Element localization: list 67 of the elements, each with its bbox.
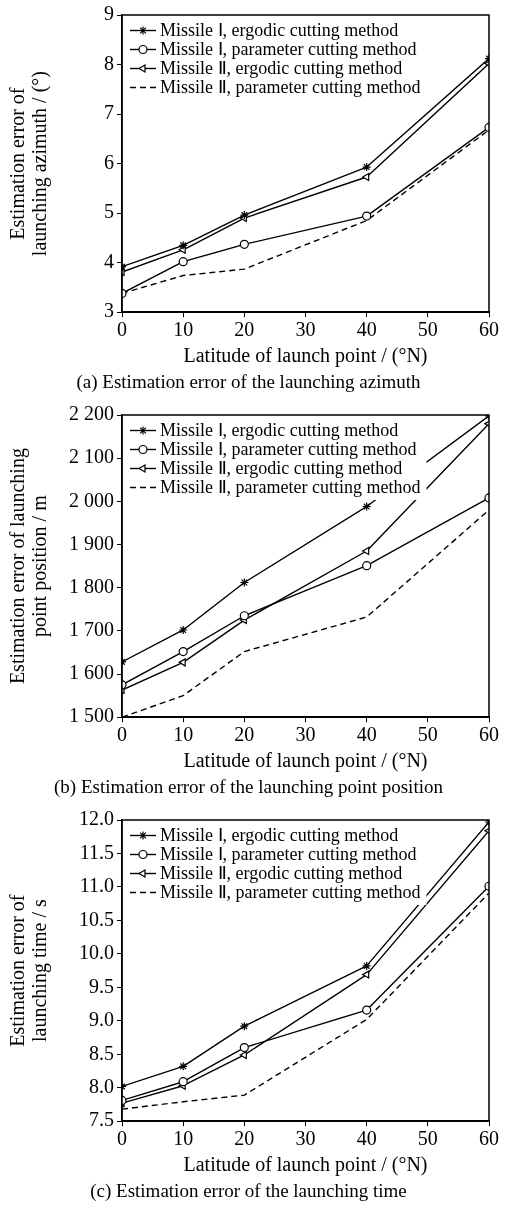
y-axis-title: Estimation error of launching time / s xyxy=(6,894,52,1047)
legend-label: Missile Ⅱ, ergodic cutting method xyxy=(160,458,403,479)
x-tick-label: 40 xyxy=(356,1127,377,1150)
legend-label: Missile Ⅰ, parameter cutting method xyxy=(160,439,417,460)
y-tick-label: 9.0 xyxy=(89,1008,114,1031)
x-tick-label: 0 xyxy=(117,723,127,746)
y-tick-label: 11.5 xyxy=(79,840,114,863)
x-tick-label: 60 xyxy=(479,1127,499,1150)
x-axis-title: Latitude of launch point / (°N) xyxy=(183,1153,428,1177)
y-tick-label: 1 900 xyxy=(69,531,114,554)
x-tick-label: 50 xyxy=(417,1127,438,1150)
x-tick-label: 30 xyxy=(295,1127,316,1150)
x-tick-label: 20 xyxy=(234,1127,255,1150)
x-tick-label: 60 xyxy=(479,318,499,341)
legend-label: Missile Ⅱ, parameter cutting method xyxy=(160,477,421,498)
legend-label: Missile Ⅱ, ergodic cutting method xyxy=(160,863,403,884)
x-tick-label: 60 xyxy=(479,723,499,746)
y-tick-label: 11.0 xyxy=(79,874,114,897)
x-tick-label: 30 xyxy=(295,723,316,746)
y-tick-label: 2 200 xyxy=(69,402,114,425)
y-tick-label: 9.5 xyxy=(89,974,114,997)
y-axis-title: Estimation error of launching azimuth / (°) xyxy=(6,71,52,257)
x-tick-label: 30 xyxy=(295,318,316,341)
text: (c) Estimation error of the launching time xyxy=(90,1179,407,1202)
legend-label: Missile Ⅰ, parameter cutting method xyxy=(160,844,417,865)
y-tick-label: 10.5 xyxy=(79,907,114,930)
x-tick-label: 50 xyxy=(417,723,438,746)
y-tick-label: 5 xyxy=(104,200,114,223)
y-tick-label: 7 xyxy=(104,101,114,124)
x-tick-label: 20 xyxy=(234,723,255,746)
legend-label: Missile Ⅰ, ergodic cutting method xyxy=(160,825,399,846)
y-tick-label: 8.0 xyxy=(89,1074,114,1097)
y-tick-label: 1 800 xyxy=(69,574,114,597)
x-tick-label: 0 xyxy=(117,1127,127,1150)
y-tick-label: 10.0 xyxy=(79,941,114,964)
y-tick-label: 6 xyxy=(104,150,114,173)
legend-label: Missile Ⅱ, parameter cutting method xyxy=(160,77,421,98)
x-tick-label: 40 xyxy=(356,723,377,746)
y-tick-label: 7.5 xyxy=(89,1108,114,1131)
x-tick-label: 10 xyxy=(173,318,194,341)
y-tick-label: 9 xyxy=(104,2,114,25)
x-tick-label: 10 xyxy=(173,723,194,746)
y-tick-label: 3 xyxy=(104,299,114,322)
y-tick-label: 2 100 xyxy=(69,445,114,468)
y-tick-label: 12.0 xyxy=(79,807,114,830)
y-tick-label: 8.5 xyxy=(89,1041,114,1064)
legend-label: Missile Ⅰ, ergodic cutting method xyxy=(160,20,399,41)
legend-label: Missile Ⅰ, ergodic cutting method xyxy=(160,420,399,441)
y-tick-label: 1 700 xyxy=(69,618,114,641)
y-tick-label: 1 500 xyxy=(69,704,114,727)
legend-label: Missile Ⅱ, ergodic cutting method xyxy=(160,58,403,79)
y-tick-label: 8 xyxy=(104,51,114,74)
x-tick-label: 40 xyxy=(356,318,377,341)
x-tick-label: 0 xyxy=(117,318,127,341)
x-tick-label: 10 xyxy=(173,1127,194,1150)
y-tick-label: 4 xyxy=(104,249,114,272)
text: (b) Estimation error of the launching point position xyxy=(54,775,444,798)
legend-label: Missile Ⅰ, parameter cutting method xyxy=(160,39,417,60)
y-tick-label: 1 600 xyxy=(69,661,114,684)
x-axis-title: Latitude of launch point / (°N) xyxy=(183,344,428,368)
x-tick-label: 20 xyxy=(234,318,255,341)
text: (a) Estimation error of the launching azimuth xyxy=(76,370,421,393)
y-tick-label: 2 000 xyxy=(69,488,114,511)
x-axis-title: Latitude of launch point / (°N) xyxy=(183,749,428,773)
legend-label: Missile Ⅱ, parameter cutting method xyxy=(160,882,421,903)
y-axis-title: Estimation error of launching point position / m xyxy=(6,448,52,685)
x-tick-label: 50 xyxy=(417,318,438,341)
